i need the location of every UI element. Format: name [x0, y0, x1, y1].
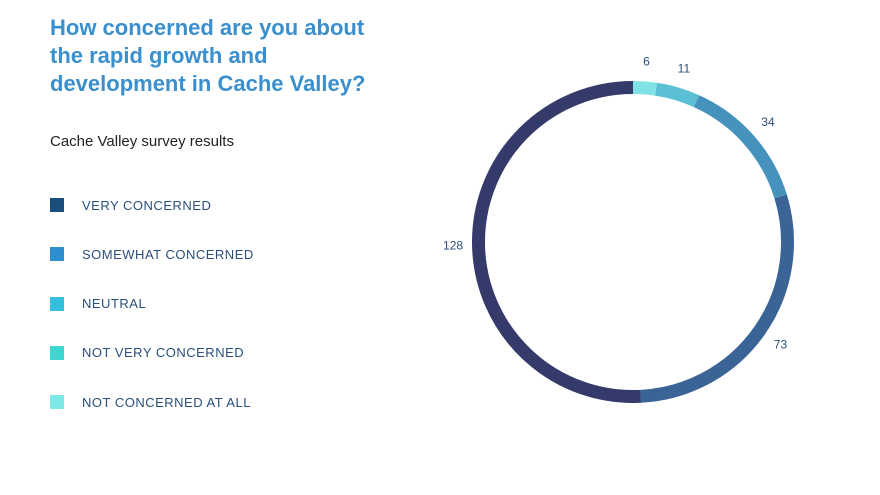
data-label: 34 — [761, 115, 775, 129]
legend-label: NEUTRAL — [82, 296, 147, 312]
legend-swatch — [50, 296, 64, 311]
legend-label: SOMEWHAT CONCERNED — [82, 246, 254, 262]
donut-segment — [472, 81, 642, 403]
data-label: 6 — [643, 55, 650, 69]
legend-swatch — [50, 247, 64, 262]
legend-item: NOT VERY CONCERNED — [50, 345, 254, 361]
chart-subtitle: Cache Valley survey results — [50, 133, 234, 150]
legend: VERY CONCERNED SOMEWHAT CONCERNED NEUTRAL N… — [50, 197, 254, 443]
legend-label: NOT CONCERNED AT ALL — [82, 394, 251, 410]
chart-title: How concerned are you about the rapid gr… — [50, 15, 366, 96]
legend-item: VERY CONCERNED — [50, 197, 254, 213]
data-label: 128 — [443, 239, 463, 253]
donut-segment — [632, 81, 657, 96]
legend-label: VERY CONCERNED — [82, 197, 212, 213]
data-label: 11 — [678, 62, 691, 76]
donut-segment — [693, 95, 787, 199]
legend-swatch — [50, 395, 64, 410]
legend-item: NOT CONCERNED AT ALL — [50, 394, 254, 410]
legend-item: SOMEWHAT CONCERNED — [50, 246, 254, 262]
legend-item: NEUTRAL — [50, 296, 254, 312]
data-label: 73 — [774, 337, 788, 351]
legend-swatch — [50, 198, 64, 212]
donut-segment — [640, 194, 794, 403]
legend-label: NOT VERY CONCERNED — [82, 345, 245, 361]
legend-swatch — [50, 345, 64, 360]
donut-segment — [654, 82, 700, 108]
